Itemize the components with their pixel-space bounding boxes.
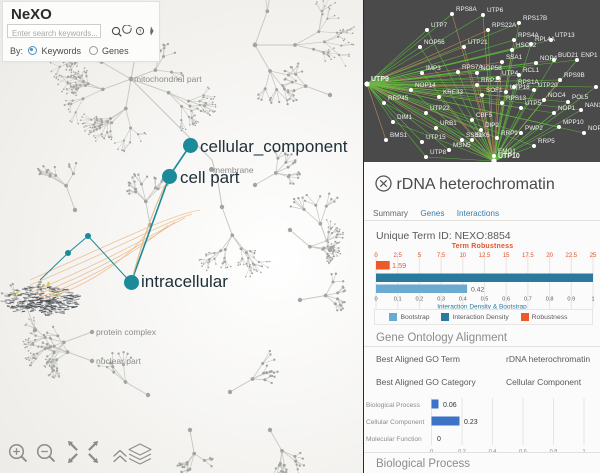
svg-text:CBF5: CBF5 [476, 112, 493, 119]
svg-text:15: 15 [503, 253, 510, 259]
svg-text:IMP3: IMP3 [426, 65, 441, 72]
svg-text:17.5: 17.5 [522, 253, 534, 259]
svg-text:UTP18: UTP18 [510, 84, 530, 91]
svg-text:RPS13: RPS13 [506, 95, 526, 102]
svg-text:20: 20 [546, 253, 553, 259]
svg-text:POL5: POL5 [572, 94, 589, 101]
svg-text:RPS8A: RPS8A [456, 6, 477, 13]
svg-text:0.42: 0.42 [471, 287, 484, 294]
svg-text:0.7: 0.7 [524, 297, 532, 303]
svg-text:RCL1: RCL1 [523, 67, 540, 74]
svg-text:0.3: 0.3 [437, 297, 445, 303]
svg-text:RPS22A: RPS22A [492, 22, 517, 29]
svg-text:KRE33: KRE33 [443, 89, 463, 96]
svg-text:0.2: 0.2 [416, 297, 424, 303]
svg-text:BMS1: BMS1 [390, 132, 408, 139]
svg-text:NOP56: NOP56 [424, 39, 445, 46]
svg-text:Biological Process: Biological Process [366, 402, 421, 409]
svg-text:NOP14: NOP14 [415, 82, 436, 89]
svg-text:UTP15: UTP15 [426, 134, 446, 141]
svg-text:0.6: 0.6 [502, 297, 510, 303]
svg-text:1.59: 1.59 [392, 261, 406, 270]
svg-text:Molecular Function: Molecular Function [366, 436, 422, 443]
svg-text:2.5: 2.5 [394, 253, 403, 259]
svg-text:NOP58: NOP58 [481, 65, 502, 72]
svg-text:MSN5: MSN5 [453, 142, 471, 149]
svg-text:URB1: URB1 [440, 120, 457, 127]
svg-text:PWP2: PWP2 [525, 125, 543, 132]
svg-text:22.5: 22.5 [565, 253, 577, 259]
svg-text:NOP4: NOP4 [540, 55, 558, 62]
svg-text:UTP7: UTP7 [431, 22, 448, 29]
svg-text:UTP20: UTP20 [538, 82, 558, 89]
svg-text:UTP4: UTP4 [502, 70, 519, 77]
svg-text:0: 0 [374, 297, 377, 303]
svg-text:RPS17B: RPS17B [523, 15, 547, 22]
svg-text:UTP10: UTP10 [498, 153, 520, 160]
svg-text:7.5: 7.5 [437, 253, 446, 259]
svg-text:0.8: 0.8 [546, 297, 554, 303]
svg-text:RRP12: RRP12 [481, 77, 502, 84]
svg-text:SOF1: SOF1 [486, 87, 503, 94]
svg-text:0.9: 0.9 [567, 297, 575, 303]
svg-text:DIM1: DIM1 [397, 114, 413, 121]
svg-text:RRP45: RRP45 [388, 95, 409, 102]
svg-text:RPS9B: RPS9B [564, 72, 585, 79]
svg-text:Cellular Component: Cellular Component [366, 419, 424, 426]
svg-text:BUD21: BUD21 [558, 52, 579, 59]
svg-text:0: 0 [374, 253, 378, 259]
svg-text:25: 25 [590, 253, 597, 259]
svg-text:NAN1: NAN1 [585, 102, 600, 109]
svg-text:0.1: 0.1 [394, 297, 402, 303]
svg-text:SIK6: SIK6 [476, 132, 490, 139]
svg-text:RRP9: RRP9 [501, 130, 518, 137]
svg-text:DIP2: DIP2 [485, 122, 499, 129]
svg-text:UTP9: UTP9 [371, 76, 389, 83]
svg-text:5: 5 [418, 253, 422, 259]
svg-text:NOC4: NOC4 [548, 92, 566, 99]
svg-text:UTP22: UTP22 [430, 105, 450, 112]
svg-text:0.5: 0.5 [481, 297, 489, 303]
svg-text:UTP21: UTP21 [468, 39, 488, 46]
svg-text:UTP5: UTP5 [525, 100, 542, 107]
svg-text:HSC82: HSC82 [516, 42, 537, 49]
svg-text:MPP10: MPP10 [563, 119, 584, 126]
svg-text:0.4: 0.4 [459, 297, 467, 303]
svg-text:RRP5: RRP5 [538, 138, 555, 145]
svg-text:UTP8: UTP8 [430, 149, 447, 156]
svg-text:?: ? [139, 29, 142, 35]
svg-text:0.06: 0.06 [443, 402, 457, 409]
svg-text:SSA1: SSA1 [506, 54, 523, 61]
svg-text:UTP13: UTP13 [555, 32, 575, 39]
svg-text:0.23: 0.23 [464, 419, 478, 426]
svg-text:12.5: 12.5 [479, 253, 491, 259]
svg-text:ENP1: ENP1 [581, 52, 598, 59]
svg-text:0: 0 [437, 436, 441, 443]
svg-text:10: 10 [459, 253, 466, 259]
svg-text:RPL4A: RPL4A [535, 36, 556, 43]
svg-text:NOP6: NOP6 [588, 125, 600, 132]
svg-text:1: 1 [591, 297, 594, 303]
svg-text:UTP6: UTP6 [487, 7, 504, 14]
svg-text:NOP1: NOP1 [558, 105, 576, 112]
